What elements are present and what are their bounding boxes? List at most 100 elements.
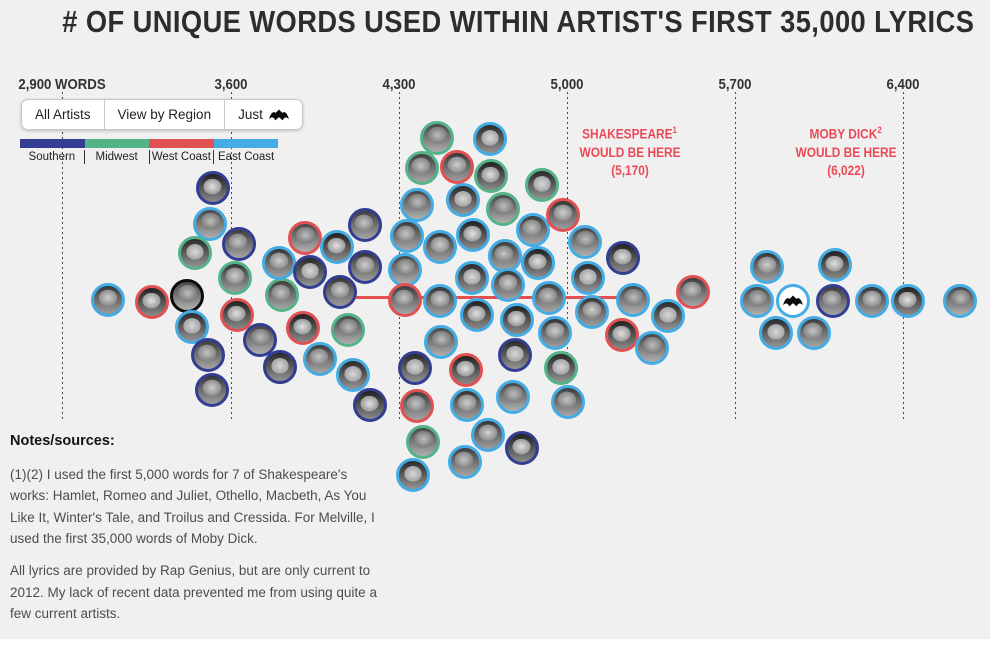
artist-bubble[interactable] <box>450 388 484 422</box>
artist-bubble[interactable] <box>505 431 539 465</box>
artist-bubble[interactable] <box>388 283 422 317</box>
artist-bubble[interactable] <box>521 246 555 280</box>
artist-bubble[interactable] <box>488 239 522 273</box>
artist-bubble[interactable] <box>818 248 852 282</box>
artist-bubble[interactable] <box>348 208 382 242</box>
artist-bubble[interactable] <box>568 225 602 259</box>
artist-bubble[interactable] <box>331 313 365 347</box>
artist-bubble[interactable] <box>538 316 572 350</box>
artist-bubble[interactable] <box>635 331 669 365</box>
artist-bubble[interactable] <box>400 389 434 423</box>
artist-bubble[interactable] <box>759 316 793 350</box>
artist-bubble[interactable] <box>220 298 254 332</box>
artist-bubble[interactable] <box>471 418 505 452</box>
artist-bubble[interactable] <box>797 316 831 350</box>
artist-bubble[interactable] <box>193 207 227 241</box>
artist-bubble[interactable] <box>135 285 169 319</box>
artist-bubble[interactable] <box>196 171 230 205</box>
artist-bubble[interactable] <box>474 159 508 193</box>
artist-bubble[interactable] <box>486 192 520 226</box>
artist-bubble[interactable] <box>396 458 430 492</box>
artist-bubble[interactable] <box>448 445 482 479</box>
artist-bubble[interactable] <box>400 188 434 222</box>
legend-label-southern: Southern <box>28 151 76 163</box>
view-toolbar: All Artists View by Region Just <box>21 99 303 130</box>
artist-bubble[interactable] <box>651 299 685 333</box>
artist-bubble[interactable] <box>456 218 490 252</box>
artist-bubble[interactable] <box>891 284 925 318</box>
artist-bubble[interactable] <box>398 351 432 385</box>
notes-heading: Notes/sources: <box>10 433 115 449</box>
artist-bubble[interactable] <box>262 246 296 280</box>
artist-bubble[interactable] <box>532 281 566 315</box>
artist-bubble[interactable] <box>170 279 204 313</box>
artist-bubble[interactable] <box>446 183 480 217</box>
artist-bubble[interactable] <box>500 303 534 337</box>
artist-bubble[interactable] <box>460 298 494 332</box>
artist-bubble[interactable] <box>943 284 977 318</box>
artist-bubble[interactable] <box>320 230 354 264</box>
tick-label-3600: 3,600 <box>214 76 248 93</box>
wu-tang-logo-icon <box>268 109 289 120</box>
page-title: # OF UNIQUE WORDS USED WITHIN ARTIST'S F… <box>62 4 975 39</box>
artist-bubble[interactable] <box>606 241 640 275</box>
artist-bubble[interactable] <box>544 351 578 385</box>
artist-bubble[interactable] <box>855 284 889 318</box>
artist-bubble[interactable] <box>575 295 609 329</box>
artist-bubble[interactable] <box>288 221 322 255</box>
artist-bubble[interactable] <box>605 318 639 352</box>
artist-bubble[interactable] <box>222 227 256 261</box>
artist-bubble[interactable] <box>405 151 439 185</box>
artist-bubble[interactable] <box>473 122 507 156</box>
artist-bubble[interactable] <box>498 338 532 372</box>
artist-bubble[interactable] <box>191 338 225 372</box>
artist-bubble[interactable] <box>424 325 458 359</box>
artist-bubble[interactable] <box>676 275 710 309</box>
artist-bubble[interactable] <box>571 261 605 295</box>
artist-bubble[interactable] <box>616 283 650 317</box>
artist-bubble[interactable] <box>491 268 525 302</box>
artist-bubble[interactable] <box>455 261 489 295</box>
artist-bubble[interactable] <box>243 323 277 357</box>
artist-bubble[interactable] <box>175 310 209 344</box>
note-paragraph-lyrics: All lyrics are provided by Rap Genius, b… <box>10 563 377 621</box>
artist-bubble[interactable] <box>265 278 299 312</box>
artist-bubble[interactable] <box>293 255 327 289</box>
moby-dick-annotation: MOBY DICK2 WOULD BE HERE (6,022) <box>795 125 897 178</box>
artist-bubble[interactable] <box>551 385 585 419</box>
tick-label-5000: 5,000 <box>550 76 584 93</box>
artist-bubble[interactable] <box>525 168 559 202</box>
legend-label-midwest: Midwest <box>83 150 149 164</box>
artist-bubble[interactable] <box>406 425 440 459</box>
artist-bubble[interactable] <box>303 342 337 376</box>
artist-bubble[interactable] <box>420 121 454 155</box>
artist-bubble[interactable] <box>440 150 474 184</box>
artist-bubble[interactable] <box>423 284 457 318</box>
just-wu-tang-button[interactable]: Just <box>225 99 303 130</box>
gridline-6400 <box>903 92 904 420</box>
artist-bubble[interactable] <box>449 353 483 387</box>
artist-bubble[interactable] <box>218 261 252 295</box>
bottom-strip <box>0 639 990 646</box>
artist-bubble[interactable] <box>423 230 457 264</box>
artist-bubble[interactable] <box>740 284 774 318</box>
artist-bubble[interactable] <box>178 236 212 270</box>
artist-bubble[interactable] <box>516 213 550 247</box>
artist-bubble[interactable] <box>286 311 320 345</box>
artist-bubble[interactable] <box>195 373 229 407</box>
artist-bubble[interactable] <box>750 250 784 284</box>
artist-bubble[interactable] <box>336 358 370 392</box>
artist-bubble-wu-tang[interactable] <box>776 284 810 318</box>
artist-bubble[interactable] <box>388 253 422 287</box>
artist-bubble[interactable] <box>496 380 530 414</box>
all-artists-button[interactable]: All Artists <box>21 99 105 130</box>
artist-bubble[interactable] <box>353 388 387 422</box>
artist-bubble[interactable] <box>348 250 382 284</box>
artist-bubble[interactable] <box>546 198 580 232</box>
artist-bubble[interactable] <box>323 275 357 309</box>
artist-bubble[interactable] <box>263 350 297 384</box>
artist-bubble[interactable] <box>390 219 424 253</box>
view-by-region-button[interactable]: View by Region <box>104 99 226 130</box>
artist-bubble[interactable] <box>91 283 125 317</box>
artist-bubble[interactable] <box>816 284 850 318</box>
